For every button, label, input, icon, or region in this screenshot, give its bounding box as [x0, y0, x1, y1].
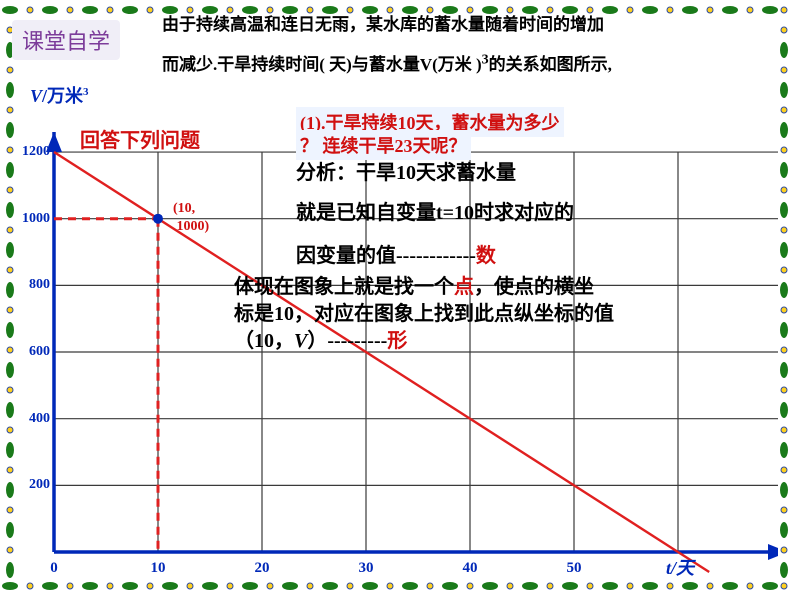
y-tick-label: 1000 [16, 211, 50, 227]
x-axis-label: t/天 [666, 554, 694, 580]
body-line-c: 体现在图象上就是找一个点，使点的横坐 标是10，对应在图象上找到此点纵坐标的值 … [234, 274, 614, 355]
problem-statement-line1: 由于持续高温和连日无雨，某水库的蓄水量随着时间的增加 [162, 10, 604, 35]
analysis-line: 分析：干旱10天求蓄水量 [296, 156, 516, 185]
lesson-badge: 课堂自学 [12, 20, 120, 60]
answer-title: 回答下列问题 [80, 124, 200, 153]
x-tick-label: 0 [34, 560, 74, 577]
x-tick-label: 10 [138, 560, 178, 577]
y-tick-label: 1200 [16, 144, 50, 160]
y-axis-label: V/万米3 [30, 82, 89, 108]
y-tick-label: 400 [16, 411, 50, 427]
x-tick-label: 20 [242, 560, 282, 577]
problem-statement-line2: 而减少.干旱持续时间( 天)与蓄水量V(万米 )3的关系如图所示, [162, 50, 612, 75]
y-tick-label: 800 [16, 277, 50, 293]
x-tick-label: 30 [346, 560, 386, 577]
y-tick-label: 600 [16, 344, 50, 360]
y-tick-label: 200 [16, 477, 50, 493]
x-tick-label: 50 [554, 560, 594, 577]
marked-point-label: (10, 1000) [173, 200, 209, 235]
body-line-a: 就是已知自变量t=10时求对应的 [296, 196, 574, 225]
x-tick-label: 40 [450, 560, 490, 577]
body-line-b: 因变量的值------------数 [296, 239, 496, 268]
